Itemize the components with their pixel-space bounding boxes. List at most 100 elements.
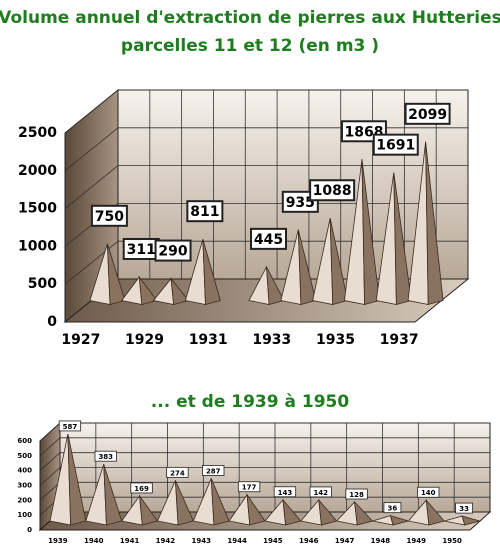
- value-label-box: [455, 502, 473, 514]
- pyramid-face: [202, 239, 221, 306]
- pyramid-face: [354, 500, 374, 526]
- value-label-box: [383, 502, 402, 514]
- pyramid-face: [138, 275, 158, 306]
- y-tick-label: 0: [27, 526, 32, 534]
- pyramid: [344, 159, 380, 306]
- x-tick-label: 1937: [380, 332, 419, 348]
- grid-line: [39, 422, 61, 442]
- value-label-box: [404, 102, 451, 125]
- x-tick-label: 1942: [156, 537, 176, 545]
- value-label-box: [166, 466, 189, 478]
- pyramid: [49, 433, 87, 526]
- grid-line: [64, 165, 119, 209]
- y-tick-label: 2500: [18, 125, 57, 141]
- pyramid: [300, 498, 338, 526]
- grid-line: [64, 127, 119, 172]
- value-label: 290: [158, 244, 187, 260]
- chart-title: Volume annuel d'extraction de pierres au…: [0, 8, 500, 28]
- value-label-box: [186, 200, 224, 223]
- pyramid: [407, 141, 444, 306]
- value-label-box: [202, 465, 225, 476]
- y-tick-label: 1500: [18, 201, 57, 217]
- x-tick-label: 1935: [316, 332, 355, 348]
- grid-line: [39, 467, 61, 486]
- y-tick-label: 500: [28, 276, 57, 292]
- x-tick-label: 1931: [189, 332, 228, 348]
- pyramid: [444, 515, 482, 526]
- x-tick-label: 1947: [335, 537, 355, 545]
- pyramid-face: [170, 277, 190, 306]
- pyramid-face: [461, 515, 482, 526]
- value-label-box: [309, 179, 356, 202]
- pyramid: [192, 478, 230, 526]
- grid-line: [39, 482, 61, 501]
- y-tick-label: 400: [17, 467, 32, 475]
- pyramid: [372, 515, 410, 526]
- x-tick-label: 1941: [120, 537, 140, 545]
- pyramid: [280, 229, 317, 306]
- x-tick-label: 1946: [299, 537, 319, 545]
- x-tick-label: 1948: [371, 537, 391, 545]
- value-label-box: [130, 482, 153, 494]
- value-label: 1691: [376, 138, 415, 154]
- pyramid: [228, 493, 266, 526]
- pyramid-face: [425, 498, 445, 526]
- pyramid-face: [139, 494, 159, 526]
- value-label-box: [309, 486, 332, 498]
- value-label: 2099: [408, 107, 447, 123]
- pyramid-face: [266, 266, 285, 306]
- value-label-box: [273, 486, 297, 498]
- y-tick-label: 1000: [18, 238, 57, 254]
- value-label: 33: [459, 505, 469, 513]
- pyramid: [89, 243, 126, 306]
- y-tick-label: 100: [17, 511, 32, 519]
- pyramid-face: [210, 478, 230, 526]
- pyramid: [121, 275, 158, 306]
- value-label-box: [58, 420, 82, 432]
- pyramid-face: [393, 172, 412, 306]
- y-tick-label: 600: [17, 437, 32, 445]
- value-label: 177: [242, 484, 257, 492]
- grid-line: [39, 437, 61, 457]
- pyramid: [407, 498, 445, 526]
- value-label: 274: [170, 469, 185, 477]
- pyramid-face: [361, 159, 380, 306]
- value-label: 140: [421, 489, 436, 497]
- chart-title: ... et de 1939 à 1950: [151, 392, 350, 412]
- value-label: 36: [388, 505, 398, 513]
- x-tick-label: 1945: [263, 537, 283, 545]
- x-tick-label: 1944: [227, 537, 247, 545]
- x-tick-label: 1950: [442, 537, 462, 545]
- pyramid: [335, 500, 374, 526]
- pyramid-face: [389, 515, 410, 526]
- value-label-box: [154, 239, 192, 262]
- pyramid: [156, 480, 194, 526]
- y-tick-label: 0: [47, 314, 57, 330]
- value-label: 128: [349, 491, 364, 499]
- pyramid-face: [103, 464, 123, 526]
- pyramid-face: [329, 218, 349, 306]
- x-tick-label: 1927: [61, 332, 100, 348]
- value-label: 587: [63, 423, 78, 431]
- pyramid: [375, 172, 412, 306]
- grid-line: [39, 452, 61, 471]
- x-tick-label: 1940: [84, 537, 104, 545]
- pyramid-face: [107, 243, 126, 306]
- value-label: 311: [127, 242, 156, 258]
- value-label: 142: [313, 489, 328, 497]
- pyramid-face: [282, 498, 302, 526]
- value-label-box: [237, 481, 261, 493]
- value-label: 445: [254, 232, 283, 248]
- pyramid-face: [425, 141, 444, 306]
- x-tick-label: 1939: [48, 537, 68, 545]
- value-label-box: [94, 450, 117, 462]
- pyramid: [264, 498, 302, 526]
- y-tick-label: 300: [17, 482, 32, 490]
- pyramid-face: [318, 498, 338, 526]
- value-label: 750: [95, 209, 124, 225]
- value-label-box: [281, 190, 319, 213]
- value-label: 811: [190, 204, 219, 220]
- grid-line: [64, 89, 119, 134]
- y-tick-label: 2000: [18, 163, 57, 179]
- value-label: 287: [206, 467, 221, 475]
